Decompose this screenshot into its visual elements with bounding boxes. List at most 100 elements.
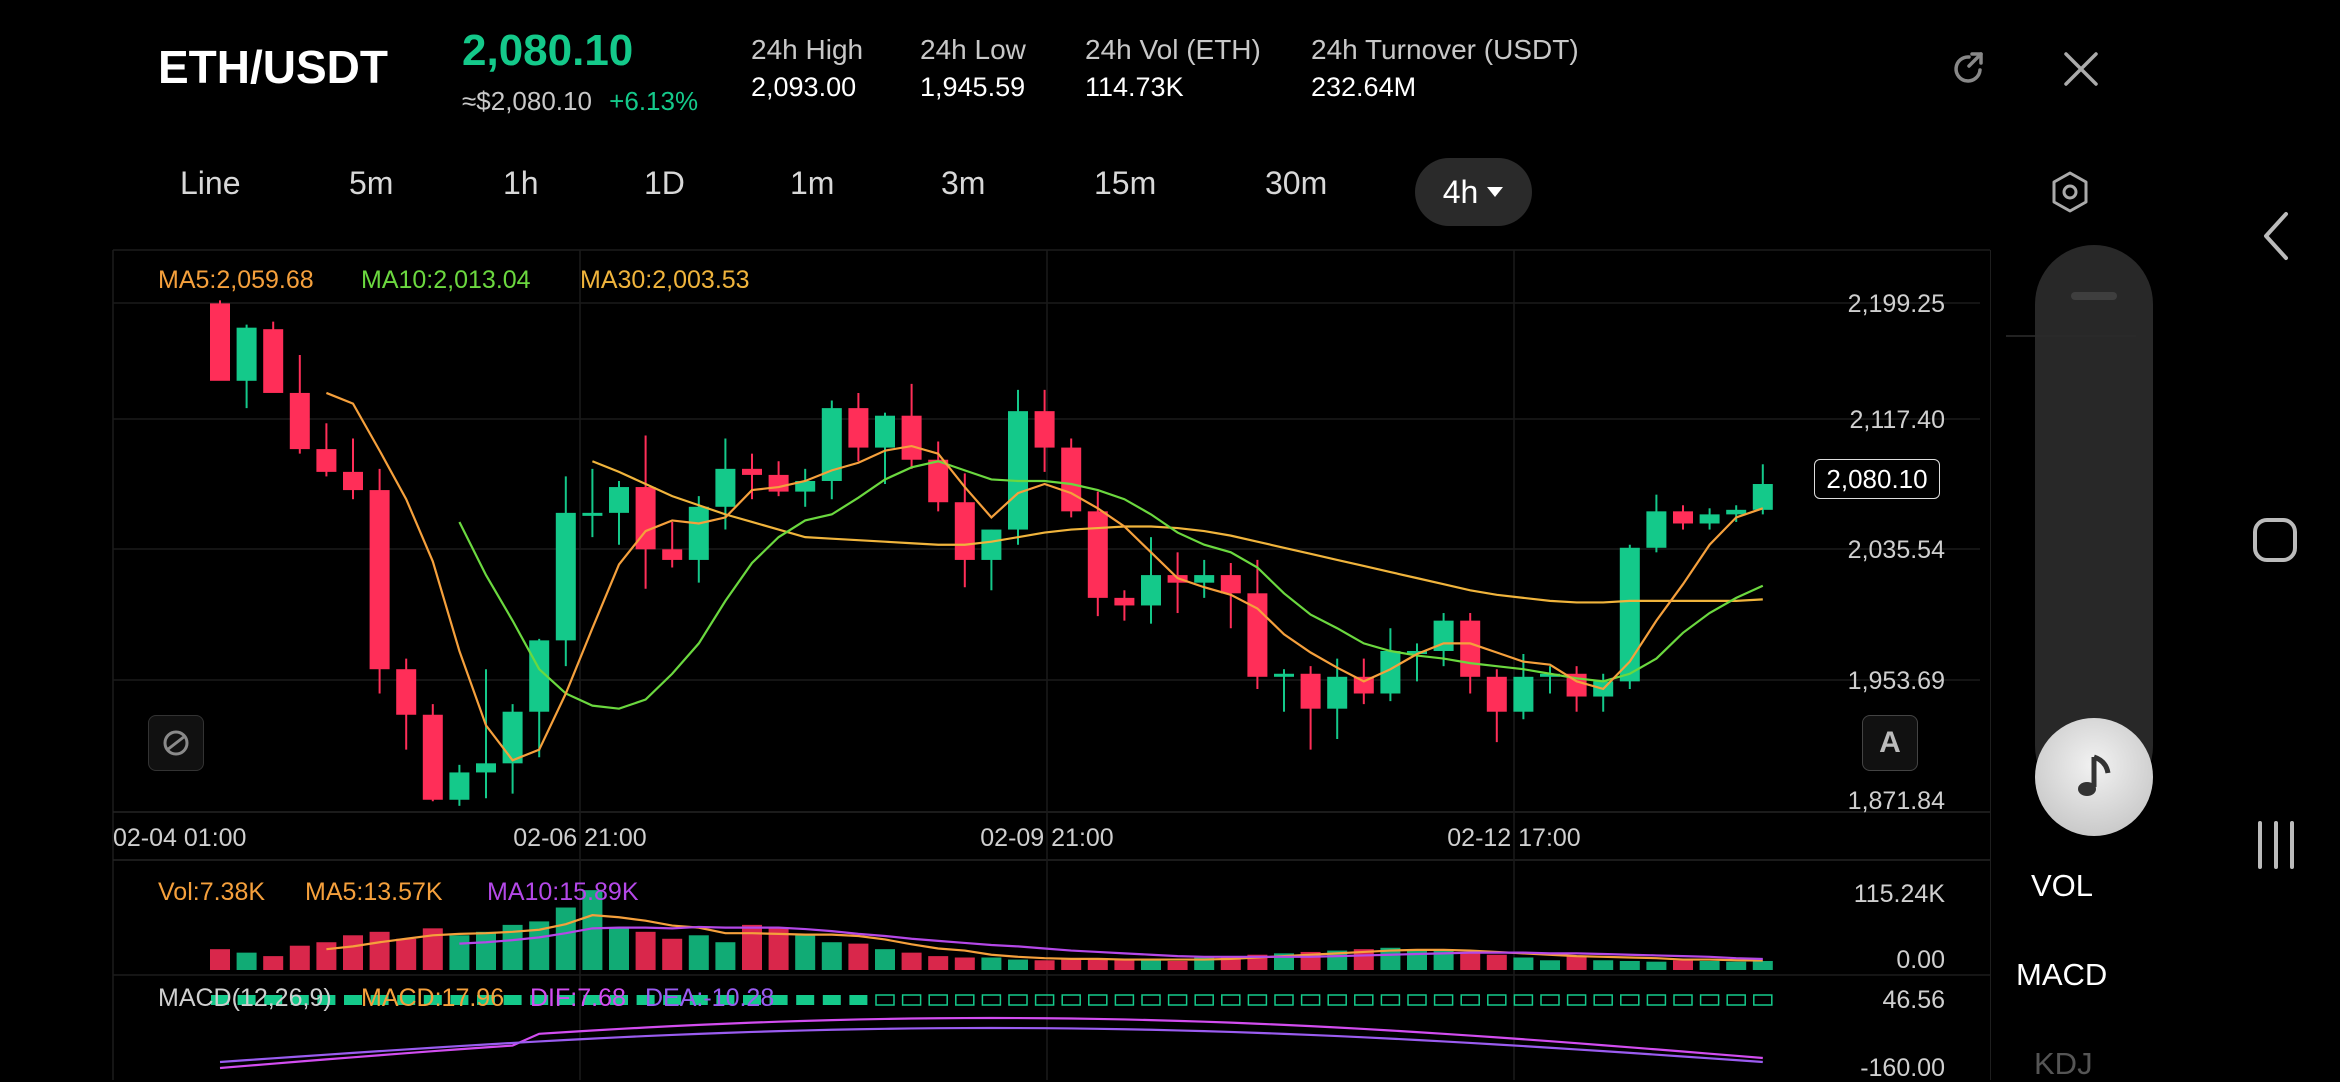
- candle-body: [981, 529, 1002, 560]
- candle-body: [875, 415, 895, 448]
- volume-bar: [715, 942, 736, 970]
- ma10-line: [458, 460, 1764, 710]
- ma-lines-layer: [325, 391, 1764, 762]
- candle-body: [582, 512, 603, 516]
- volume-bar: [1486, 954, 1507, 970]
- price-axis: 2,199.25 2,117.40 2,035.54 1,953.69 1,871.84: [1848, 290, 1945, 815]
- recent-apps-icon[interactable]: [2254, 820, 2298, 875]
- candle-body: [369, 490, 390, 670]
- volume-bar: [555, 907, 576, 970]
- last-price-badge: 2,080.10: [1814, 459, 1940, 499]
- macd-bar: [1433, 994, 1454, 1006]
- price-tick-label: 1,953.69: [1848, 667, 1945, 695]
- indicator-kdj[interactable]: KDJ: [2034, 1046, 2093, 1081]
- volume-bar: [1433, 950, 1454, 970]
- price-change: +6.13%: [609, 86, 699, 116]
- candle-body: [821, 408, 842, 481]
- candle-body: [502, 711, 523, 764]
- vol-legend: Vol:7.38K: [158, 878, 266, 906]
- chart-grid: [112, 249, 1990, 1080]
- volume-bar: [928, 956, 949, 970]
- tab-15m[interactable]: 15m: [1094, 165, 1157, 201]
- hexagon-settings-icon[interactable]: [2050, 170, 2090, 214]
- candle-body: [635, 487, 656, 550]
- candle-body: [343, 471, 363, 491]
- candle-body: [1087, 511, 1108, 598]
- volume-bar: [582, 890, 603, 970]
- price-tick-label: 2,035.54: [1848, 536, 1945, 564]
- candle-body: [1008, 411, 1028, 530]
- tab-3m[interactable]: 3m: [941, 165, 986, 201]
- macd-bar: [1753, 994, 1773, 1006]
- macd-bar: [1274, 994, 1294, 1006]
- macd-bar: [822, 995, 841, 1005]
- volume-bar: [1566, 956, 1587, 970]
- macd-bar: [1593, 994, 1613, 1006]
- music-note-icon[interactable]: [2035, 718, 2153, 836]
- volume-bar: [875, 949, 895, 970]
- macd-bar: [1141, 994, 1161, 1006]
- macd-bar: [1460, 994, 1480, 1006]
- volume-bar: [1752, 960, 1773, 970]
- candle-body: [715, 468, 736, 507]
- tab-5m[interactable]: 5m: [349, 165, 394, 201]
- volume-bar: [1699, 960, 1720, 970]
- indicator-vol[interactable]: VOL: [2031, 868, 2094, 903]
- macd-bar: [397, 995, 416, 1005]
- tab-4h-active[interactable]: 4h: [1415, 158, 1532, 226]
- macd-bar: [290, 995, 309, 1005]
- stat-label: 24h High: [751, 34, 864, 65]
- candle-body: [1353, 676, 1374, 694]
- indicator-macd[interactable]: MACD: [2016, 957, 2108, 992]
- volume-bar: [1141, 960, 1161, 970]
- macd-bar: [1008, 994, 1028, 1006]
- floating-pill-handle: [2071, 292, 2117, 300]
- macd-bar: [317, 995, 336, 1005]
- candle-body: [1034, 411, 1055, 448]
- volume-bar: [236, 952, 257, 970]
- ma5-legend: MA5:2,059.68: [158, 266, 314, 294]
- volume-bar: [1380, 947, 1401, 970]
- close-icon[interactable]: [2062, 50, 2100, 88]
- pair-title[interactable]: ETH/USDT: [158, 41, 388, 93]
- tab-1h[interactable]: 1h: [503, 165, 539, 201]
- volume-bar: [289, 945, 310, 970]
- volume-bar: [476, 931, 496, 970]
- macd-bar: [875, 994, 895, 1006]
- stat-turnover: 24h Turnover (USDT) 232.64M: [1311, 34, 1579, 103]
- candle-body: [928, 459, 949, 503]
- candle-body: [1726, 509, 1747, 515]
- candle-body: [1460, 620, 1481, 677]
- tab-line[interactable]: Line: [180, 165, 241, 201]
- volume-bar: [396, 938, 417, 970]
- macd-bar: [1354, 994, 1374, 1006]
- volume-bar: [821, 942, 842, 970]
- macd-bar: [1221, 994, 1241, 1006]
- macd-legend: MACD:17.96: [361, 984, 505, 1012]
- tab-1d[interactable]: 1D: [644, 165, 685, 201]
- macd-bar: [1646, 994, 1667, 1006]
- floating-pill[interactable]: [2035, 245, 2153, 805]
- auto-scale-icon[interactable]: A: [1862, 715, 1918, 771]
- back-nav-icon[interactable]: [2258, 210, 2294, 267]
- tab-30m[interactable]: 30m: [1265, 165, 1328, 201]
- candle-body: [1407, 650, 1427, 654]
- macd-bar: [1380, 994, 1401, 1006]
- drawing-tool-icon[interactable]: [148, 715, 204, 771]
- volume-bar: [1673, 960, 1693, 970]
- macd-bar: [1327, 994, 1347, 1006]
- macd-bar: [264, 995, 283, 1005]
- volume-bar: [609, 928, 629, 970]
- macd-tick-label: 46.56: [1882, 986, 1945, 1014]
- home-nav-icon[interactable]: [2252, 517, 2298, 568]
- macd-bar: [1034, 994, 1055, 1006]
- macd-bar: [370, 995, 389, 1005]
- tab-1m[interactable]: 1m: [790, 165, 835, 201]
- candle-body: [954, 502, 975, 560]
- vol-ma10-legend: MA10:15.89K: [487, 878, 639, 906]
- candle-body: [396, 669, 417, 715]
- candle-body: [422, 714, 443, 800]
- stat-label: 24h Low: [920, 34, 1026, 65]
- share-icon[interactable]: [1948, 48, 1990, 90]
